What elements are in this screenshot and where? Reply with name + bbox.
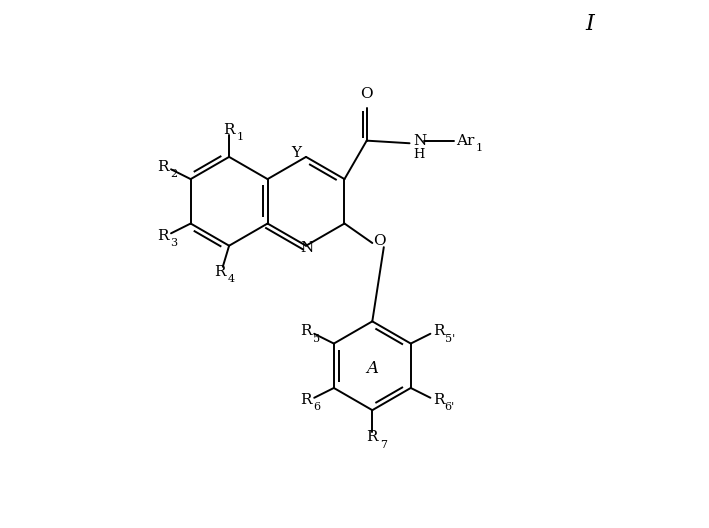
- Text: Ar: Ar: [457, 134, 475, 148]
- Text: O: O: [360, 87, 373, 101]
- Text: R: R: [300, 324, 311, 338]
- Text: H: H: [414, 148, 425, 161]
- Text: 6': 6': [445, 402, 455, 412]
- Text: 6: 6: [313, 402, 320, 412]
- Text: 1: 1: [476, 144, 483, 154]
- Text: 4: 4: [228, 274, 235, 284]
- Text: 5: 5: [313, 334, 320, 344]
- Text: Y: Y: [291, 146, 301, 159]
- Text: R: R: [433, 393, 445, 407]
- Text: R: R: [433, 324, 445, 338]
- Text: I: I: [585, 13, 594, 35]
- Text: 1: 1: [237, 132, 244, 142]
- Text: R: R: [157, 160, 168, 174]
- Text: R: R: [300, 393, 311, 407]
- Text: N: N: [301, 241, 313, 256]
- Text: 2: 2: [170, 169, 177, 180]
- Text: R: R: [157, 229, 168, 243]
- Text: 5': 5': [445, 334, 455, 344]
- Text: R: R: [223, 122, 235, 137]
- Text: 7: 7: [380, 440, 387, 450]
- Text: O: O: [374, 234, 386, 248]
- Text: R: R: [214, 265, 226, 279]
- Text: A: A: [367, 360, 379, 377]
- Text: R: R: [367, 430, 378, 445]
- Text: N: N: [414, 134, 427, 148]
- Text: 3: 3: [170, 238, 177, 248]
